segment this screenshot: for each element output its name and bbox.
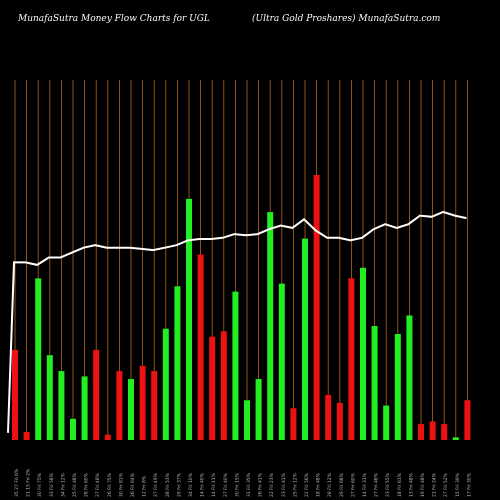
- x-tick-label: 30 Fri 15%: [234, 472, 240, 497]
- bar: [336, 402, 343, 440]
- bar: [174, 286, 181, 440]
- x-tick-label: 29 Fri 68%: [339, 472, 345, 497]
- bar: [128, 379, 134, 440]
- x-tick-label: 19 Fri 48%: [420, 472, 426, 497]
- x-tick-label: 13 Fri 48%: [408, 472, 414, 497]
- bar: [93, 349, 100, 440]
- x-tick-label: 34 Fri 10%: [188, 472, 194, 497]
- bar: [58, 371, 65, 440]
- x-tick-label: 30 Fri 81%: [118, 472, 124, 497]
- x-tick-label: 28 Fri 60%: [84, 472, 90, 497]
- x-tick-label: 12 Fri 8%: [142, 475, 148, 497]
- bar: [151, 371, 158, 440]
- bar: [302, 238, 308, 440]
- bar: [255, 379, 262, 440]
- x-tick-label: 26 Fri 75%: [107, 472, 113, 497]
- bar: [46, 355, 53, 440]
- bar: [139, 365, 146, 440]
- x-tick-label: 27 Fri 60%: [350, 472, 356, 497]
- x-tick-label: 17 Fri 30%: [466, 472, 472, 497]
- x-tick-label: 28 Fri 12%: [327, 472, 333, 497]
- x-tick-label: 29 Fri 37%: [176, 472, 182, 497]
- bar: [325, 394, 332, 440]
- bar: [278, 283, 285, 440]
- chart-title: MunafaSutra Money Flow Charts for UGL: [18, 14, 210, 24]
- x-tick-label: 21 Fri 24%: [432, 472, 438, 497]
- x-tick-label: 31 Fri 35%: [246, 472, 252, 497]
- x-tick-label: 14 Fri 31%: [362, 472, 368, 497]
- bar: [348, 278, 355, 440]
- x-tick-label: 25 Fri 12%: [292, 472, 298, 497]
- x-tick-label: 15 Fri 39%: [455, 472, 461, 497]
- bar: [35, 278, 42, 440]
- chart-subtitle: (Ultra Gold Proshares) MunafaSutra.com: [252, 14, 441, 24]
- bar: [394, 334, 401, 440]
- bar: [70, 418, 76, 440]
- bar: [452, 437, 459, 440]
- x-tick-label: 18 Fri 61%: [397, 472, 403, 497]
- x-tick-label: 22 Fri 56%: [304, 472, 310, 497]
- bar: [232, 291, 239, 440]
- x-tick-label: 14 Fri 40%: [200, 472, 206, 497]
- x-tick-label: 27 Fri 48%: [95, 472, 101, 497]
- bar: [186, 198, 192, 440]
- x-tick-label: 27 Fri 52%: [443, 472, 449, 497]
- x-tick-label: 27 Fri 48%: [374, 472, 380, 497]
- bar: [406, 315, 413, 440]
- x-tick-label: 27 Fri 40%: [223, 472, 229, 497]
- x-tick-label: 26 Fri 41%: [258, 472, 264, 497]
- bar: [220, 331, 227, 440]
- bar: [290, 408, 297, 440]
- bar: [197, 254, 204, 440]
- money-flow-line: [7, 210, 467, 433]
- bar: [418, 424, 424, 440]
- x-tick-label: 18 Fri 48%: [316, 472, 322, 497]
- bar: [162, 328, 169, 440]
- x-tick-label: 14 Fri 11%: [211, 472, 217, 497]
- x-tick-label: 21 15 Fri 2%: [26, 468, 32, 497]
- bar: [267, 212, 274, 440]
- bar: [104, 434, 111, 440]
- bar: [371, 326, 378, 440]
- bar: [313, 175, 320, 440]
- x-tick-label: 27 Fri 49%: [153, 472, 159, 497]
- bar: [23, 432, 30, 440]
- x-tick-label: 28 Fri 53%: [165, 472, 171, 497]
- x-tick-label: 23 Fri 41%: [281, 472, 287, 497]
- bar: [360, 267, 366, 440]
- x-tick-label: 30 Fri 75%: [37, 472, 43, 497]
- bar: [116, 371, 123, 440]
- x-tick-label: 35 27 Fri 6%: [14, 468, 20, 497]
- bar: [12, 349, 18, 440]
- x-tick-label: 34 Fri 12%: [60, 472, 66, 497]
- x-tick-label: 25 Fri 48%: [72, 472, 78, 497]
- bar: [81, 376, 88, 440]
- x-tick-label: 33 Fri 58%: [49, 472, 55, 497]
- x-tick-label: 26 Fri 64%: [130, 472, 136, 497]
- bar: [244, 400, 250, 440]
- bar: [464, 400, 471, 440]
- bar: [441, 424, 448, 440]
- bar: [209, 336, 216, 440]
- x-tick-label: 22 Fri 23%: [269, 472, 275, 497]
- bar: [429, 421, 436, 440]
- bar: [383, 405, 390, 440]
- x-tick-label: 23 Fri 55%: [385, 472, 391, 497]
